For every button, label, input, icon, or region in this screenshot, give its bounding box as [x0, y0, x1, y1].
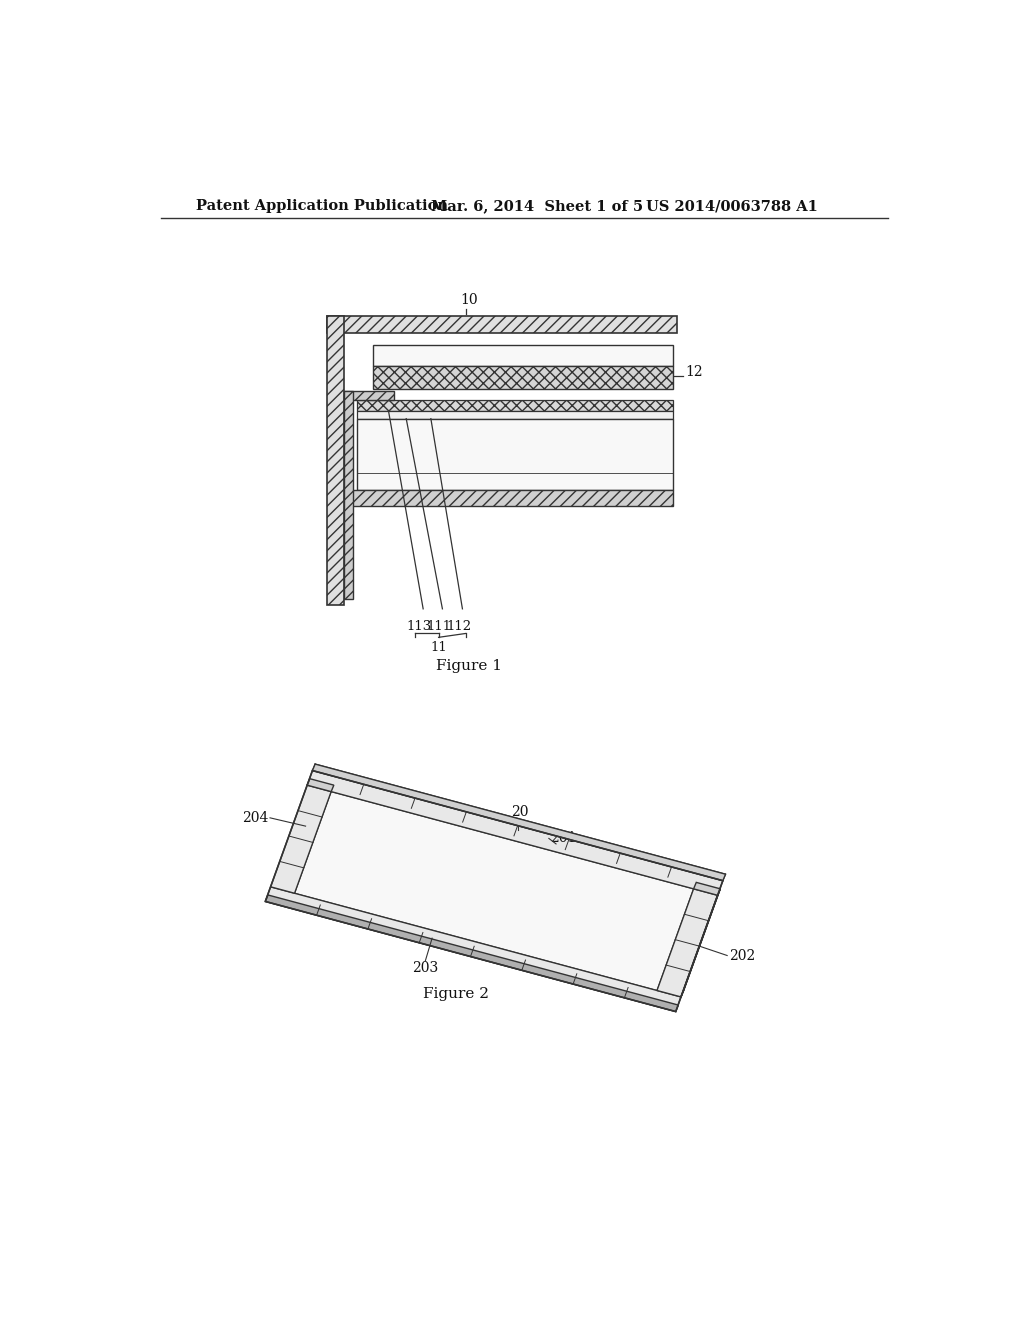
Bar	[327, 317, 344, 605]
Polygon shape	[681, 888, 720, 997]
Text: 20: 20	[511, 805, 528, 818]
Polygon shape	[270, 785, 331, 894]
Text: 113: 113	[407, 620, 432, 634]
Polygon shape	[295, 792, 693, 990]
Polygon shape	[307, 771, 723, 895]
Text: 111: 111	[426, 620, 452, 634]
Polygon shape	[265, 895, 679, 1011]
Bar	[346, 490, 674, 507]
Text: US 2014/0063788 A1: US 2014/0063788 A1	[646, 199, 818, 213]
Polygon shape	[265, 887, 681, 1011]
Bar	[357, 400, 674, 411]
Bar	[327, 317, 677, 333]
Bar	[344, 391, 394, 400]
Bar	[373, 367, 674, 389]
Text: Figure 2: Figure 2	[423, 987, 488, 1001]
Text: 10: 10	[461, 293, 478, 308]
Text: Patent Application Publication: Patent Application Publication	[196, 199, 449, 213]
Text: 112: 112	[446, 620, 471, 634]
Bar	[344, 391, 353, 599]
Polygon shape	[312, 764, 726, 880]
Text: 202: 202	[729, 949, 755, 962]
Bar	[373, 345, 674, 366]
Text: 203: 203	[413, 961, 438, 975]
Bar	[357, 418, 674, 490]
Polygon shape	[307, 779, 334, 792]
Polygon shape	[693, 882, 720, 895]
Text: 11: 11	[430, 642, 446, 655]
Text: 201: 201	[551, 832, 577, 845]
Polygon shape	[657, 888, 718, 997]
Text: Mar. 6, 2014  Sheet 1 of 5: Mar. 6, 2014 Sheet 1 of 5	[431, 199, 643, 213]
Text: 204: 204	[242, 810, 268, 825]
Text: Figure 1: Figure 1	[436, 659, 503, 673]
Text: 12: 12	[685, 366, 702, 379]
Bar	[357, 411, 674, 418]
